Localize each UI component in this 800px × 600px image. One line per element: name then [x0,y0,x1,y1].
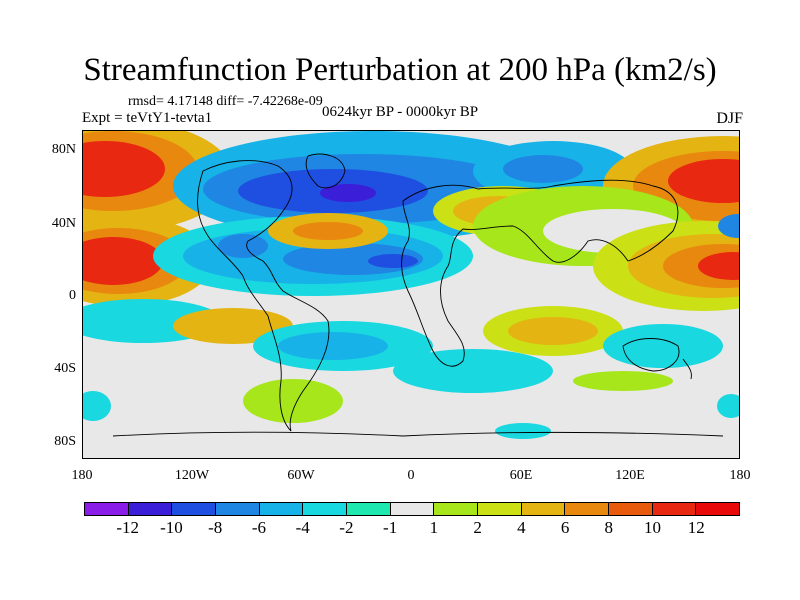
colorbar-label: -4 [295,518,310,537]
colorbar-swatch [259,503,304,515]
lon-label-120e: 120E [615,468,645,483]
contour-fills [83,131,739,439]
season-label: DJF [716,110,743,127]
colorbar-label: -10 [160,518,183,537]
colorbar-swatch [434,503,479,515]
lat-label-80s: 80S [54,434,76,449]
map-panel [82,130,740,459]
lat-label-40s: 40S [54,361,76,376]
lat-label-40n: 40N [51,216,76,231]
colorbar-swatch [652,503,697,515]
period-label: 0624kyr BP - 0000kyr BP [322,104,479,120]
colorbar-label: -1 [383,518,398,537]
lon-label-60w: 60W [287,468,315,483]
colorbar-label: -2 [339,518,354,537]
colorbar-swatch [696,503,740,515]
experiment-label: Expt = teVtY1-tevta1 [82,110,213,126]
colorbar-swatch [347,503,391,515]
colorbar-label: 8 [604,518,614,537]
colorbar-label: 10 [644,518,662,537]
colorbar-swatch [478,503,522,515]
colorbar-swatch [609,503,653,515]
chart-title: Streamfunction Perturbation at 200 hPa (… [83,52,717,88]
colorbar [84,502,740,516]
colorbar-label: -12 [116,518,140,537]
lon-label-0: 0 [407,468,415,483]
coastlines [112,153,724,437]
colorbar-swatch [172,503,217,515]
colorbar-swatch [85,503,129,515]
lon-label-180e: 180 [729,468,751,483]
colorbar-swatch [216,503,260,515]
colorbar-label: 6 [560,518,570,537]
colorbar-swatch [565,503,610,515]
lon-label-180w: 180 [71,468,93,483]
colorbar-label: -6 [251,518,266,537]
lat-label-0: 0 [69,288,76,303]
colorbar-swatch [128,503,173,515]
colorbar-label: 2 [473,518,482,537]
lon-label-120w: 120W [174,468,210,483]
lat-label-80n: 80N [51,142,76,157]
lon-label-60e: 60E [509,468,533,483]
colorbar-label: 4 [517,518,526,537]
colorbar-swatch [521,503,566,515]
colorbar-swatch [303,503,348,515]
colorbar-label: 12 [687,518,705,537]
colorbar-label: -8 [208,518,223,537]
map-svg [83,131,739,439]
colorbar-swatch [390,503,435,515]
stats-text: rmsd= 4.17148 diff= -7.42268e-09 [128,94,323,109]
colorbar-label: 1 [429,518,439,537]
